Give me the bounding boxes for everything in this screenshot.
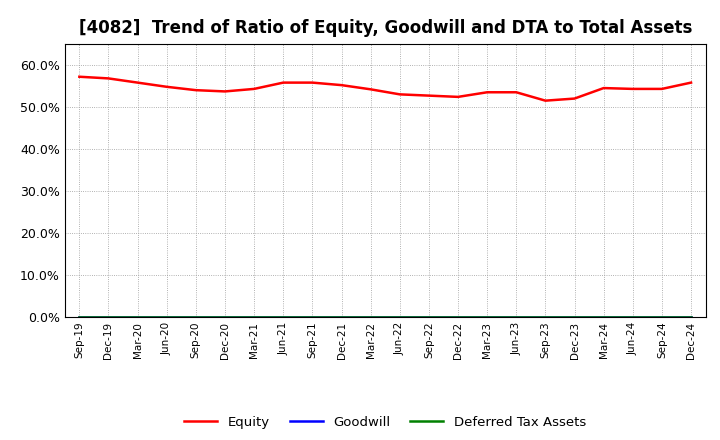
Equity <box>366 87 375 92</box>
Deferred Tax Assets <box>512 314 521 319</box>
Goodwill <box>512 314 521 319</box>
Equity <box>133 80 142 85</box>
Line: Equity: Equity <box>79 77 691 101</box>
Goodwill <box>279 314 287 319</box>
Deferred Tax Assets <box>483 314 492 319</box>
Title: [4082]  Trend of Ratio of Equity, Goodwill and DTA to Total Assets: [4082] Trend of Ratio of Equity, Goodwil… <box>78 19 692 37</box>
Deferred Tax Assets <box>687 314 696 319</box>
Goodwill <box>308 314 317 319</box>
Goodwill <box>570 314 579 319</box>
Goodwill <box>454 314 462 319</box>
Equity <box>279 80 287 85</box>
Goodwill <box>657 314 666 319</box>
Goodwill <box>163 314 171 319</box>
Deferred Tax Assets <box>250 314 258 319</box>
Goodwill <box>483 314 492 319</box>
Equity <box>395 92 404 97</box>
Goodwill <box>192 314 200 319</box>
Equity <box>425 93 433 98</box>
Goodwill <box>250 314 258 319</box>
Equity <box>308 80 317 85</box>
Goodwill <box>104 314 113 319</box>
Deferred Tax Assets <box>395 314 404 319</box>
Deferred Tax Assets <box>163 314 171 319</box>
Deferred Tax Assets <box>454 314 462 319</box>
Equity <box>483 90 492 95</box>
Goodwill <box>337 314 346 319</box>
Deferred Tax Assets <box>308 314 317 319</box>
Goodwill <box>629 314 637 319</box>
Legend: Equity, Goodwill, Deferred Tax Assets: Equity, Goodwill, Deferred Tax Assets <box>179 411 591 434</box>
Equity <box>75 74 84 79</box>
Goodwill <box>599 314 608 319</box>
Equity <box>570 96 579 101</box>
Equity <box>220 89 229 94</box>
Deferred Tax Assets <box>570 314 579 319</box>
Equity <box>629 86 637 92</box>
Goodwill <box>687 314 696 319</box>
Goodwill <box>395 314 404 319</box>
Deferred Tax Assets <box>541 314 550 319</box>
Goodwill <box>75 314 84 319</box>
Equity <box>657 86 666 92</box>
Equity <box>454 94 462 99</box>
Equity <box>192 88 200 93</box>
Deferred Tax Assets <box>279 314 287 319</box>
Deferred Tax Assets <box>425 314 433 319</box>
Deferred Tax Assets <box>192 314 200 319</box>
Goodwill <box>541 314 550 319</box>
Equity <box>541 98 550 103</box>
Equity <box>104 76 113 81</box>
Deferred Tax Assets <box>104 314 113 319</box>
Goodwill <box>220 314 229 319</box>
Deferred Tax Assets <box>629 314 637 319</box>
Deferred Tax Assets <box>75 314 84 319</box>
Deferred Tax Assets <box>133 314 142 319</box>
Goodwill <box>133 314 142 319</box>
Equity <box>512 90 521 95</box>
Deferred Tax Assets <box>220 314 229 319</box>
Equity <box>687 80 696 85</box>
Deferred Tax Assets <box>599 314 608 319</box>
Deferred Tax Assets <box>337 314 346 319</box>
Goodwill <box>425 314 433 319</box>
Deferred Tax Assets <box>366 314 375 319</box>
Goodwill <box>366 314 375 319</box>
Equity <box>250 86 258 92</box>
Equity <box>163 84 171 89</box>
Equity <box>599 85 608 91</box>
Deferred Tax Assets <box>657 314 666 319</box>
Equity <box>337 82 346 88</box>
